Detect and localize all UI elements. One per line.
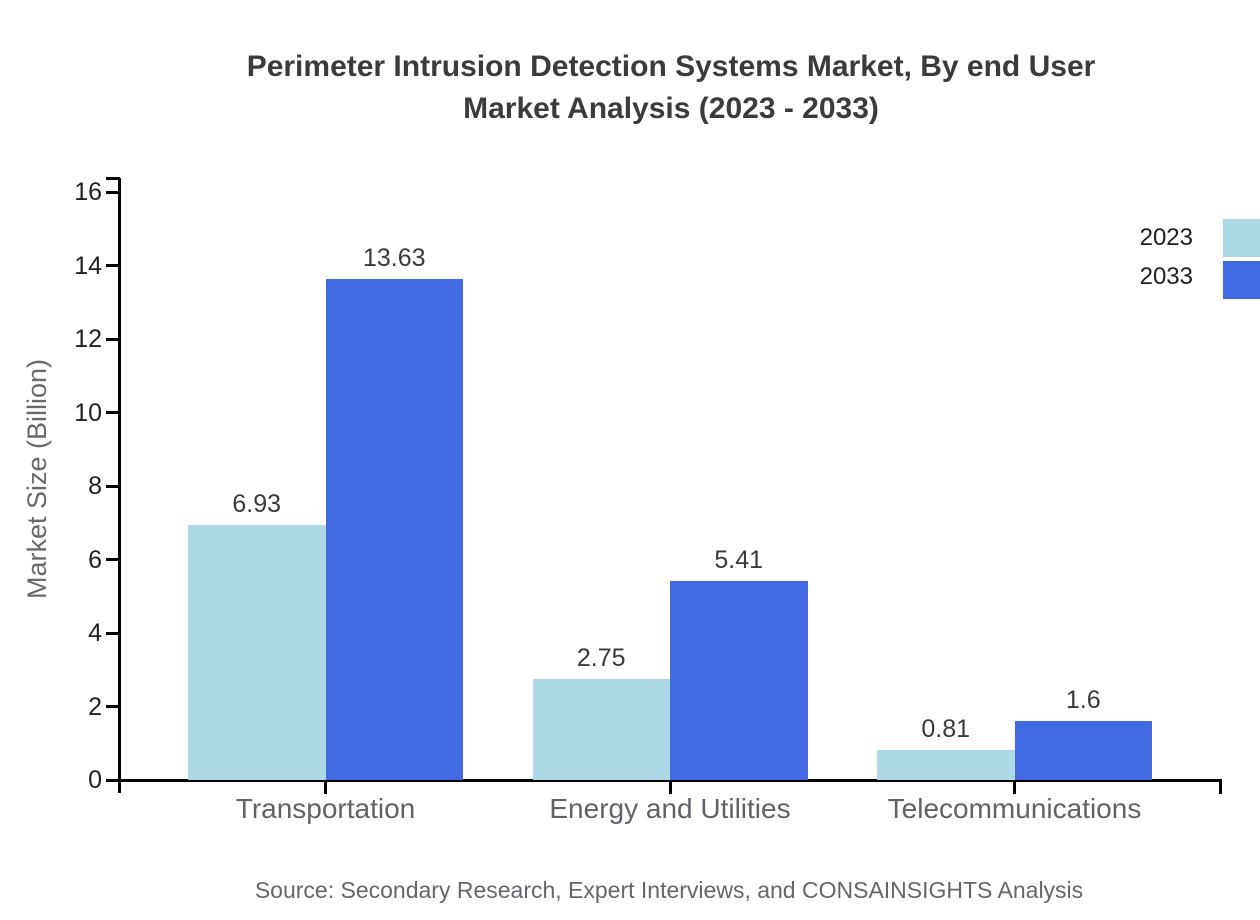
y-tick (106, 337, 120, 341)
y-tick (106, 264, 120, 267)
legend-label-2023: 2023 (1139, 224, 1193, 251)
y-tick-label: 14 (74, 251, 102, 280)
x-axis-end-tick (1219, 780, 1222, 794)
bar-2033-energy-and-utilities (670, 581, 808, 780)
y-tick-label: 12 (74, 325, 102, 353)
y-tick (106, 558, 120, 561)
y-tick-label: 0 (88, 766, 102, 794)
bar-2023-energy-and-utilities (532, 678, 670, 780)
source-note: Source: Secondary Research, Expert Inter… (254, 877, 1084, 903)
legend-swatch-2023 (1223, 219, 1260, 257)
bar-2023-telecommunications (877, 750, 1015, 780)
bar-value-label: 5.41 (714, 546, 764, 575)
chart-title-line2: Market Analysis (2023 - 2033) (463, 92, 879, 125)
x-tick (668, 780, 672, 794)
y-tick-label: 16 (74, 178, 102, 206)
bar-value-label: 1.6 (1065, 686, 1101, 715)
x-axis-category-label: Telecommunications (887, 793, 1142, 824)
x-axis-category-label: Energy and Utilities (549, 793, 791, 824)
y-tick (106, 411, 120, 414)
bar-value-label: 13.63 (362, 244, 426, 273)
y-tick-label: 10 (74, 398, 102, 427)
y-tick-label: 8 (88, 472, 102, 500)
y-tick (106, 484, 120, 488)
y-tick-label: 4 (88, 619, 102, 647)
y-tick-label: 2 (88, 692, 102, 721)
chart-title-line1: Perimeter Intrusion Detection Systems Ma… (246, 50, 1096, 83)
legend-swatch-2033 (1223, 261, 1260, 299)
y-tick (106, 778, 120, 782)
chart-title: Perimeter Intrusion Detection Systems Ma… (82, 46, 1260, 130)
x-tick (324, 780, 327, 794)
x-tick (1013, 780, 1016, 794)
y-tick (106, 705, 120, 708)
x-axis-category-label: Transportation (235, 793, 416, 824)
bar-2023-transportation (188, 525, 326, 780)
bar-value-label: 2.75 (576, 643, 626, 672)
bar-2033-transportation (325, 279, 463, 780)
bar-value-label: 6.93 (232, 490, 282, 519)
y-tick-label: 6 (88, 545, 102, 574)
y-tick (106, 631, 120, 635)
bar-2033-telecommunications (1014, 721, 1152, 780)
legend-label-2033: 2033 (1139, 263, 1193, 290)
y-tick (106, 190, 120, 194)
bar-value-label: 0.81 (921, 715, 971, 744)
y-axis-end-tick (106, 177, 120, 180)
